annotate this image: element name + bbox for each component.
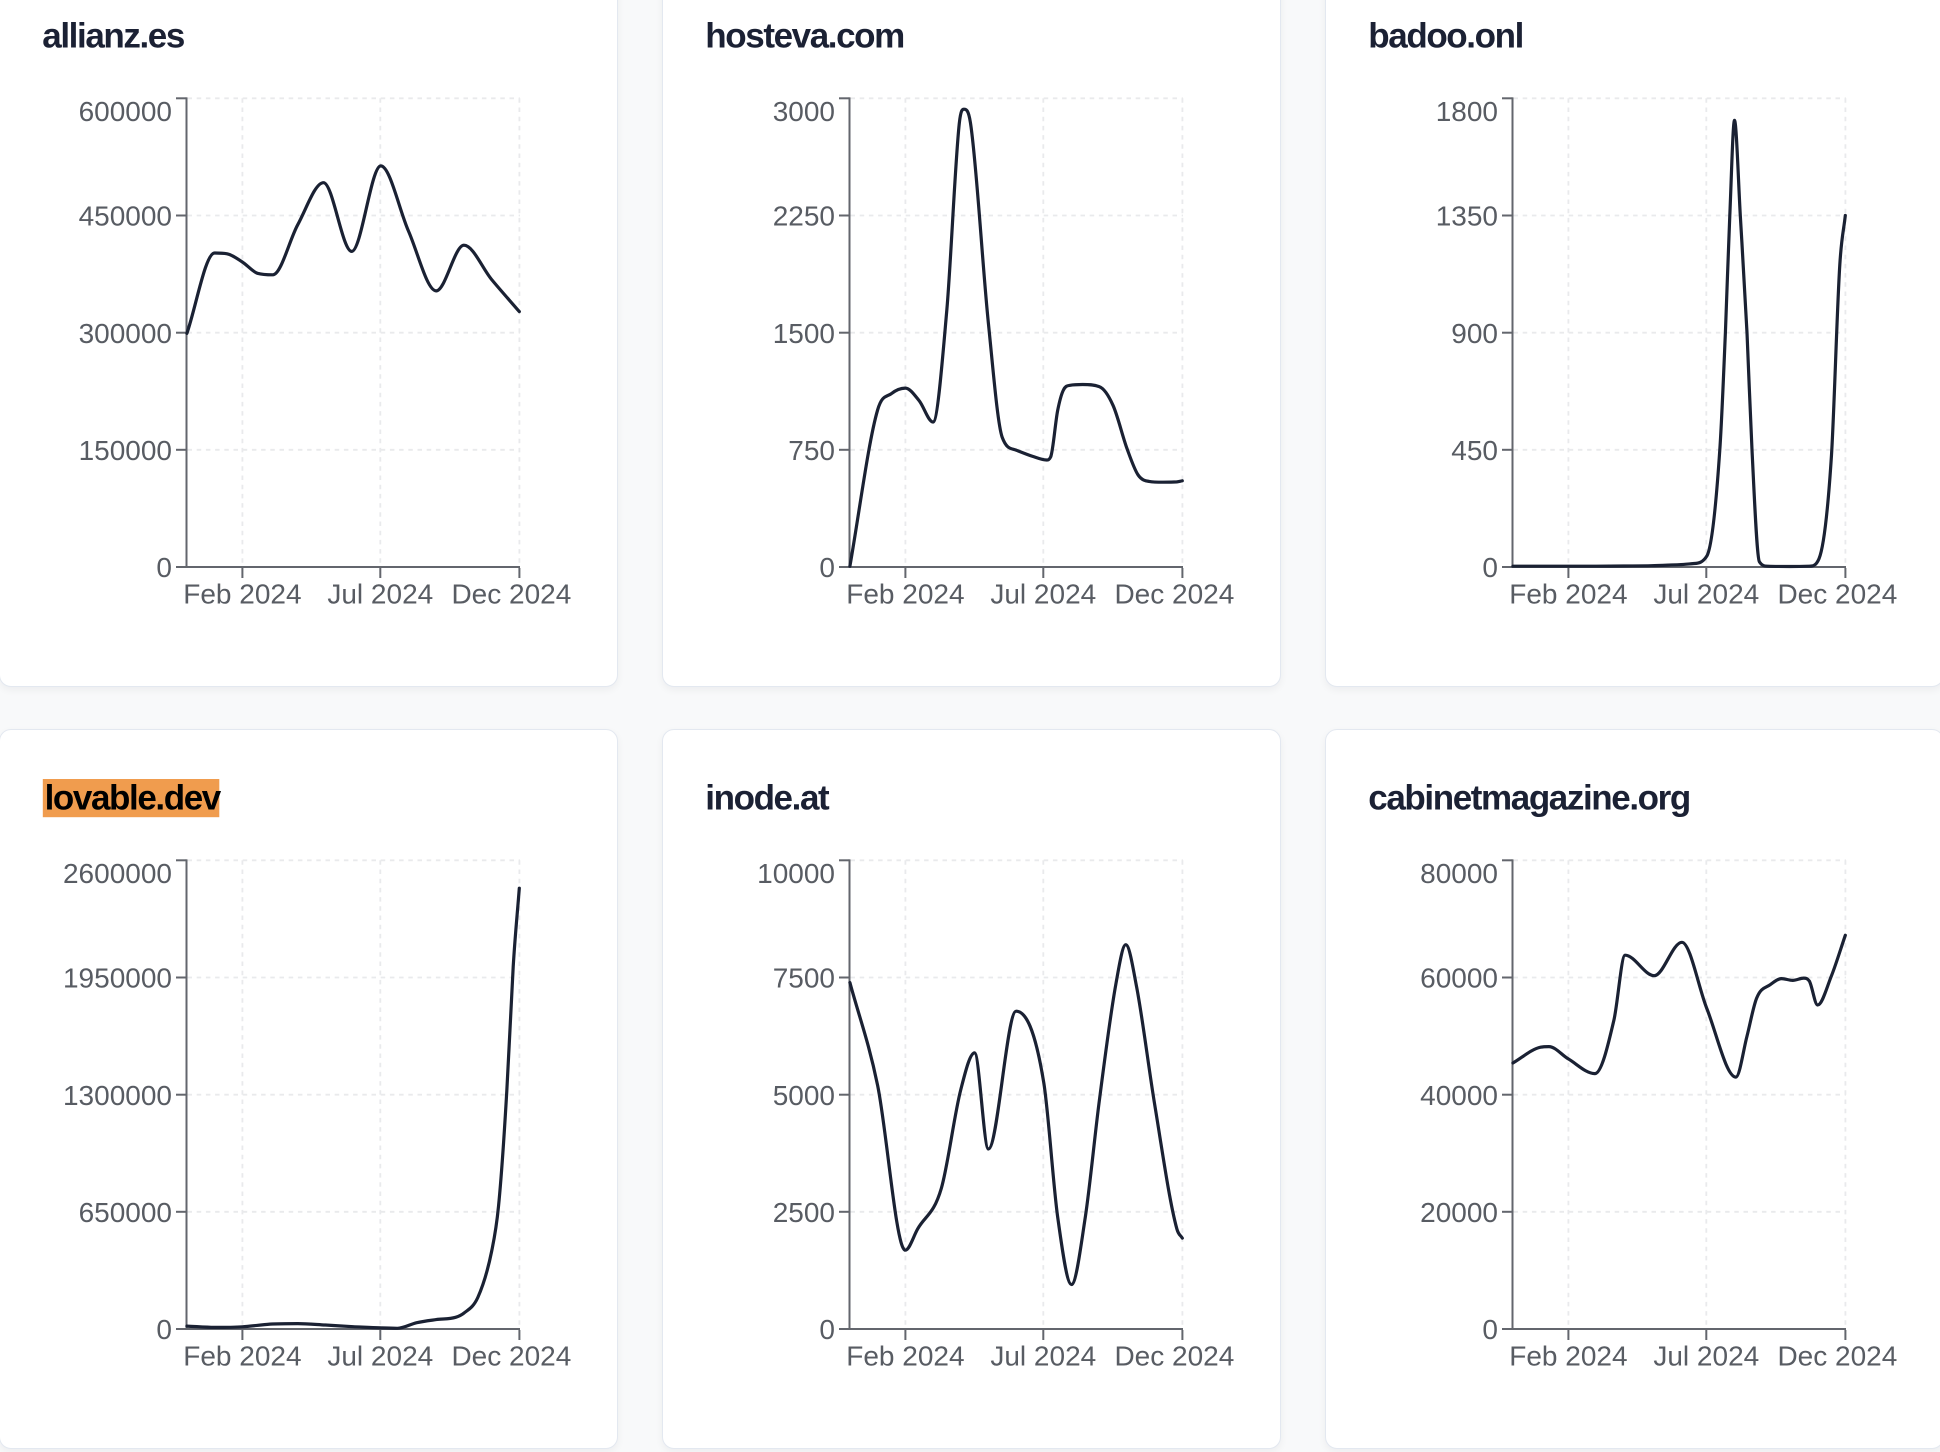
- svg-text:Dec 2024: Dec 2024: [1114, 1341, 1234, 1372]
- svg-text:Jul 2024: Jul 2024: [990, 578, 1096, 609]
- svg-text:20000: 20000: [1420, 1197, 1498, 1228]
- svg-text:Dec 2024: Dec 2024: [451, 578, 571, 609]
- svg-text:600000: 600000: [79, 95, 172, 126]
- svg-text:80000: 80000: [1420, 858, 1498, 889]
- svg-text:150000: 150000: [79, 435, 172, 466]
- svg-text:Feb 2024: Feb 2024: [1509, 578, 1627, 609]
- svg-text:Jul 2024: Jul 2024: [1653, 1341, 1759, 1372]
- svg-text:900: 900: [1451, 317, 1498, 348]
- svg-text:0: 0: [156, 552, 172, 583]
- svg-text:40000: 40000: [1420, 1080, 1498, 1111]
- svg-text:0: 0: [1482, 1314, 1498, 1345]
- svg-text:Dec 2024: Dec 2024: [1777, 1341, 1897, 1372]
- svg-text:Jul 2024: Jul 2024: [1653, 578, 1759, 609]
- svg-text:10000: 10000: [757, 858, 835, 889]
- svg-text:2250: 2250: [772, 200, 834, 231]
- svg-text:inode.at: inode.at: [705, 779, 830, 818]
- svg-text:cabinetmagazine.org: cabinetmagazine.org: [1368, 779, 1690, 818]
- svg-text:0: 0: [819, 1314, 835, 1345]
- svg-text:Jul 2024: Jul 2024: [327, 578, 433, 609]
- svg-text:450000: 450000: [79, 200, 172, 231]
- svg-text:750: 750: [788, 435, 835, 466]
- svg-text:60000: 60000: [1420, 963, 1498, 994]
- svg-text:1950000: 1950000: [63, 963, 172, 994]
- svg-text:badoo.onl: badoo.onl: [1368, 16, 1523, 55]
- svg-text:0: 0: [1482, 552, 1498, 583]
- svg-text:0: 0: [156, 1314, 172, 1345]
- svg-text:2500: 2500: [772, 1197, 834, 1228]
- svg-text:5000: 5000: [772, 1080, 834, 1111]
- svg-text:2600000: 2600000: [63, 858, 172, 889]
- svg-text:450: 450: [1451, 435, 1498, 466]
- svg-text:3000: 3000: [772, 95, 834, 126]
- svg-text:0: 0: [819, 552, 835, 583]
- svg-text:Feb 2024: Feb 2024: [183, 578, 301, 609]
- svg-text:1300000: 1300000: [63, 1080, 172, 1111]
- svg-text:hosteva.com: hosteva.com: [705, 16, 904, 55]
- svg-text:lovable.dev: lovable.dev: [45, 779, 222, 818]
- svg-text:Dec 2024: Dec 2024: [451, 1341, 571, 1372]
- svg-text:1800: 1800: [1435, 95, 1497, 126]
- svg-text:Feb 2024: Feb 2024: [183, 1341, 301, 1372]
- svg-text:Jul 2024: Jul 2024: [327, 1341, 433, 1372]
- svg-text:650000: 650000: [79, 1197, 172, 1228]
- svg-text:Feb 2024: Feb 2024: [846, 578, 964, 609]
- svg-text:Feb 2024: Feb 2024: [846, 1341, 964, 1372]
- svg-text:Jul 2024: Jul 2024: [990, 1341, 1096, 1372]
- svg-text:1350: 1350: [1435, 200, 1497, 231]
- svg-text:7500: 7500: [772, 963, 834, 994]
- svg-text:Dec 2024: Dec 2024: [1777, 578, 1897, 609]
- svg-text:allianz.es: allianz.es: [42, 16, 185, 55]
- svg-text:300000: 300000: [79, 317, 172, 348]
- svg-text:Feb 2024: Feb 2024: [1509, 1341, 1627, 1372]
- svg-text:Dec 2024: Dec 2024: [1114, 578, 1234, 609]
- svg-text:1500: 1500: [772, 317, 834, 348]
